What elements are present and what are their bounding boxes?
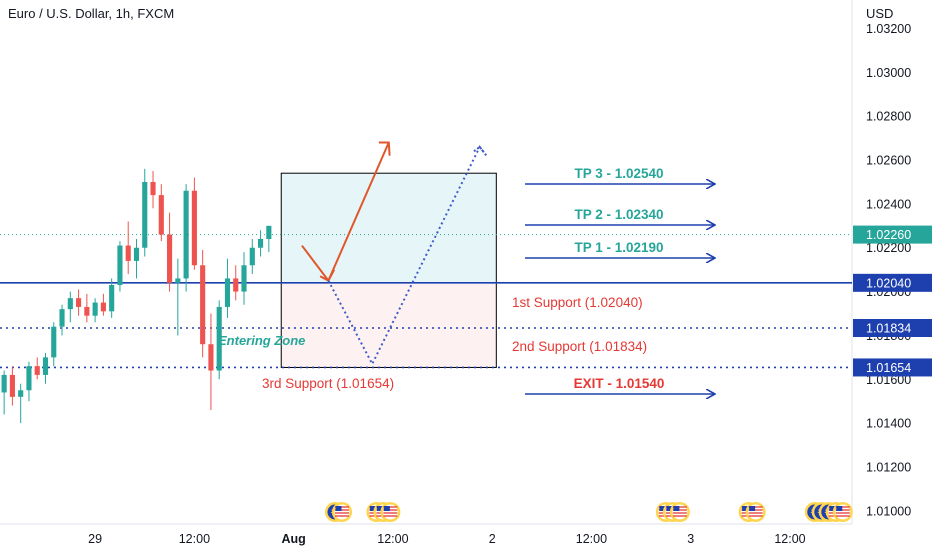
us-flag-canton bbox=[742, 506, 749, 511]
drawings-layer[interactable] bbox=[301, 141, 488, 367]
candle-body[interactable] bbox=[59, 309, 65, 327]
x-tick-label: 12:00 bbox=[179, 532, 210, 546]
candle-body[interactable] bbox=[18, 390, 24, 397]
us-flag-canton bbox=[666, 506, 673, 511]
annotations-layer: TP 3 - 1.02540 TP 2 - 1.02340 TP 1 - 1.021… bbox=[218, 166, 714, 394]
tp3-label: TP 3 - 1.02540 bbox=[574, 166, 663, 181]
candle-body[interactable] bbox=[34, 366, 40, 375]
candle-body[interactable] bbox=[117, 245, 123, 286]
candle-body[interactable] bbox=[1, 374, 7, 393]
y-tick-label: 1.02200 bbox=[866, 241, 911, 255]
candle-body[interactable] bbox=[133, 247, 140, 261]
last-price-tag-bg bbox=[853, 225, 932, 244]
us-flag-canton bbox=[383, 506, 390, 511]
candle-body[interactable] bbox=[84, 306, 90, 316]
dotted-arrowhead bbox=[473, 145, 486, 155]
candle-body[interactable] bbox=[200, 265, 206, 345]
candle-body[interactable] bbox=[42, 357, 49, 375]
entering-zone-label: Entering Zone bbox=[218, 333, 305, 348]
candle-body[interactable] bbox=[216, 306, 222, 371]
candle-body[interactable] bbox=[224, 278, 231, 307]
path-arrowhead-up bbox=[378, 141, 391, 156]
candle-body[interactable] bbox=[51, 326, 57, 358]
x-tick-label: 3 bbox=[687, 532, 694, 546]
candle-body[interactable] bbox=[167, 234, 173, 283]
y-tick-label: 1.03000 bbox=[866, 66, 911, 80]
candle-body[interactable] bbox=[191, 190, 197, 266]
y-tick-label: 1.01400 bbox=[866, 417, 911, 431]
y-tick-label: 1.03200 bbox=[866, 22, 911, 36]
x-tick-label: 12:00 bbox=[576, 532, 607, 546]
candle-body[interactable] bbox=[257, 238, 264, 248]
support2-label: 2nd Support (1.01834) bbox=[512, 339, 647, 354]
us-flag-canton bbox=[836, 506, 843, 511]
candle-body[interactable] bbox=[67, 298, 73, 310]
levels-layer bbox=[0, 282, 852, 369]
y-tick-label: 1.01000 bbox=[866, 504, 911, 518]
us-flag-canton bbox=[376, 506, 383, 511]
y-tick-label: 1.01200 bbox=[866, 460, 911, 474]
x-tick-label: 12:00 bbox=[377, 532, 408, 546]
level-tag-1.02040-bg bbox=[853, 273, 932, 292]
level-tag-1.02040-text: 1.02040 bbox=[866, 276, 911, 290]
candle-body[interactable] bbox=[241, 265, 247, 292]
candle-body[interactable] bbox=[150, 181, 156, 196]
price-tags-layer: 1.02260 1.02040 1.01834 1.01654 bbox=[853, 225, 932, 377]
level-tag-1.01834-text: 1.01834 bbox=[866, 321, 911, 335]
candle-body[interactable] bbox=[9, 374, 15, 397]
y-tick-label: 1.02600 bbox=[866, 154, 911, 168]
x-tick-label: 12:00 bbox=[774, 532, 805, 546]
last-price-tag-text: 1.02260 bbox=[866, 228, 911, 242]
candle-body[interactable] bbox=[125, 245, 131, 261]
candle-body[interactable] bbox=[208, 344, 214, 371]
candle-body[interactable] bbox=[109, 285, 115, 312]
zones-layer bbox=[280, 172, 497, 368]
chart-title: Euro / U.S. Dollar, 1h, FXCM bbox=[8, 6, 175, 21]
candle-body[interactable] bbox=[26, 366, 32, 391]
level-tag-1.01654-bg bbox=[853, 358, 932, 377]
level-tag-1.01654-text: 1.01654 bbox=[866, 361, 911, 375]
candle-body[interactable] bbox=[100, 302, 106, 312]
path-arrowhead-down bbox=[319, 269, 336, 282]
candle-body[interactable] bbox=[175, 278, 181, 283]
us-flag-canton bbox=[659, 506, 666, 511]
tp2-label: TP 2 - 1.02340 bbox=[574, 207, 663, 222]
candles-layer[interactable] bbox=[1, 168, 272, 424]
us-flag-canton bbox=[673, 506, 680, 511]
us-flag-canton bbox=[335, 506, 342, 511]
candle-body[interactable] bbox=[92, 302, 98, 316]
x-tick-label: 29 bbox=[88, 532, 102, 546]
candle-body[interactable] bbox=[266, 225, 272, 239]
exit-label: EXIT - 1.01540 bbox=[574, 376, 665, 391]
event-flags-layer[interactable] bbox=[325, 502, 853, 522]
support3-label: 3rd Support (1.01654) bbox=[262, 376, 394, 391]
candle-body[interactable] bbox=[158, 195, 164, 235]
price-axis-currency: USD bbox=[866, 6, 894, 21]
candle-body[interactable] bbox=[76, 298, 82, 307]
tp1-label: TP 1 - 1.02190 bbox=[574, 240, 663, 255]
candle-body[interactable] bbox=[233, 278, 239, 292]
tp-zone[interactable] bbox=[280, 172, 497, 284]
x-tick-label: 2 bbox=[489, 532, 496, 546]
us-flag-canton bbox=[829, 506, 836, 511]
candle-body[interactable] bbox=[142, 181, 148, 248]
risk-zone[interactable] bbox=[280, 282, 497, 368]
y-tick-label: 1.02800 bbox=[866, 110, 911, 124]
time-axis[interactable]: 29 12:00 Aug 12:00 2 12:00 3 12:00 bbox=[88, 532, 805, 546]
support1-label: 1st Support (1.02040) bbox=[512, 295, 643, 310]
us-flag-canton bbox=[749, 506, 756, 511]
candle-body[interactable] bbox=[249, 247, 255, 266]
level-tag-1.01834-bg bbox=[853, 318, 932, 337]
x-tick-label: Aug bbox=[281, 532, 305, 546]
us-flag-canton bbox=[369, 506, 376, 511]
y-tick-label: 1.02400 bbox=[866, 197, 911, 211]
candle-body[interactable] bbox=[183, 190, 189, 279]
price-axis[interactable]: 1.03200 1.03000 1.02800 1.02600 1.02400 1.022… bbox=[866, 22, 911, 518]
